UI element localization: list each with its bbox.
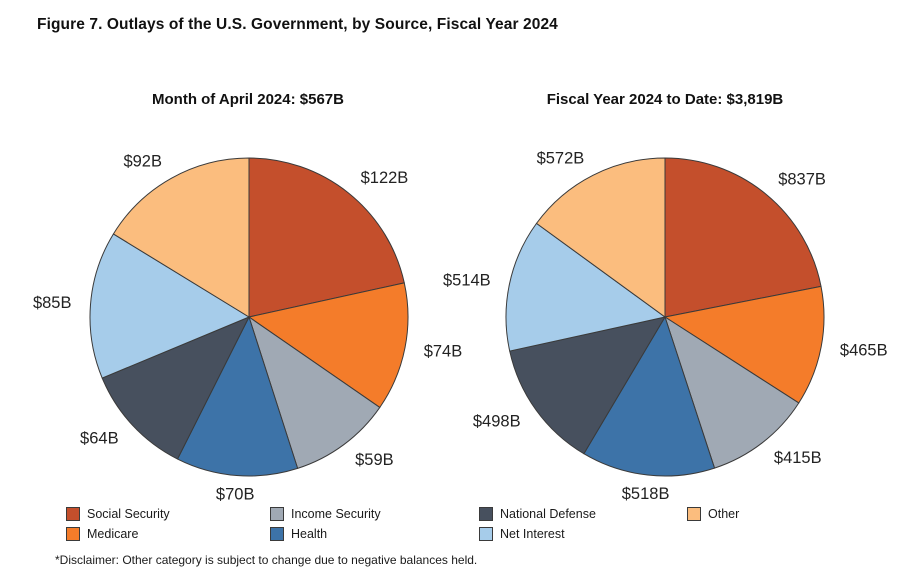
legend-item-social-security: Social Security: [66, 504, 170, 524]
slice-value-label: $85B: [33, 294, 72, 312]
slice-value-label: $572B: [537, 149, 585, 167]
pie-slice-national-defense: [101, 316, 250, 460]
legend: Social Security Medicare Income Security H…: [0, 504, 900, 546]
legend-item-medicare: Medicare: [66, 524, 170, 544]
pie-slice-national-defense: [509, 316, 666, 455]
slice-value-label: $59B: [355, 451, 394, 469]
legend-swatch: [479, 507, 493, 521]
legend-column: Other: [687, 504, 739, 524]
legend-column: Income Security Health: [270, 504, 381, 544]
slice-value-label: $70B: [216, 486, 255, 504]
pie-slice-other: [536, 157, 666, 318]
slice-value-label: $92B: [123, 153, 162, 171]
legend-label: Income Security: [291, 507, 381, 521]
slice-value-label: $122B: [361, 169, 409, 187]
legend-column: Social Security Medicare: [66, 504, 170, 544]
pie-slice-health: [177, 316, 299, 477]
legend-item-national-defense: National Defense: [479, 504, 596, 524]
disclaimer-text: *Disclaimer: Other category is subject t…: [55, 553, 478, 567]
left-pie-title: Month of April 2024: $567B: [152, 91, 344, 108]
pie-slice-medicare: [248, 282, 409, 408]
slice-value-label: $837B: [778, 171, 826, 189]
slice-value-label: $518B: [622, 485, 670, 503]
slice-value-label: $64B: [80, 429, 119, 447]
pie-slice-net-interest: [89, 233, 250, 379]
pie-slice-income-security: [664, 316, 800, 469]
legend-swatch: [66, 507, 80, 521]
legend-swatch: [270, 507, 284, 521]
pie-month-of-april: $122B $74B $59B $70B $64B $85B $92B: [33, 153, 462, 504]
legend-item-net-interest: Net Interest: [479, 524, 596, 544]
legend-swatch: [66, 527, 80, 541]
legend-swatch: [479, 527, 493, 541]
slice-value-label: $514B: [443, 271, 491, 289]
slice-value-label: $465B: [840, 341, 888, 359]
pie-slice-health: [583, 316, 716, 477]
pie-slice-income-security: [248, 316, 381, 469]
legend-item-other: Other: [687, 504, 739, 524]
figure-title: Figure 7. Outlays of the U.S. Government…: [37, 16, 558, 33]
legend-swatch: [687, 507, 701, 521]
slice-value-label: $498B: [473, 412, 521, 430]
pie-slice-social-security: [664, 157, 822, 318]
legend-label: Other: [708, 507, 740, 521]
legend-label: Social Security: [87, 507, 170, 521]
pie-slice-social-security: [248, 157, 405, 318]
pie-slice-other: [112, 157, 250, 318]
legend-label: National Defense: [500, 507, 596, 521]
legend-label: Health: [291, 527, 328, 541]
slice-value-label: $74B: [424, 342, 463, 360]
legend-swatch: [270, 527, 284, 541]
legend-label: Net Interest: [500, 527, 565, 541]
right-pie-title: Fiscal Year 2024 to Date: $3,819B: [546, 91, 784, 108]
slice-value-label: $415B: [774, 449, 822, 467]
legend-item-income-security: Income Security: [270, 504, 381, 524]
legend-item-health: Health: [270, 524, 381, 544]
legend-column: National Defense Net Interest: [479, 504, 596, 544]
pie-fiscal-year-to-date: $837B $465B $415B $518B $498B $514B $572B: [443, 149, 888, 503]
legend-label: Medicare: [87, 527, 139, 541]
pie-slice-medicare: [664, 285, 825, 404]
pie-slice-net-interest: [505, 222, 666, 352]
